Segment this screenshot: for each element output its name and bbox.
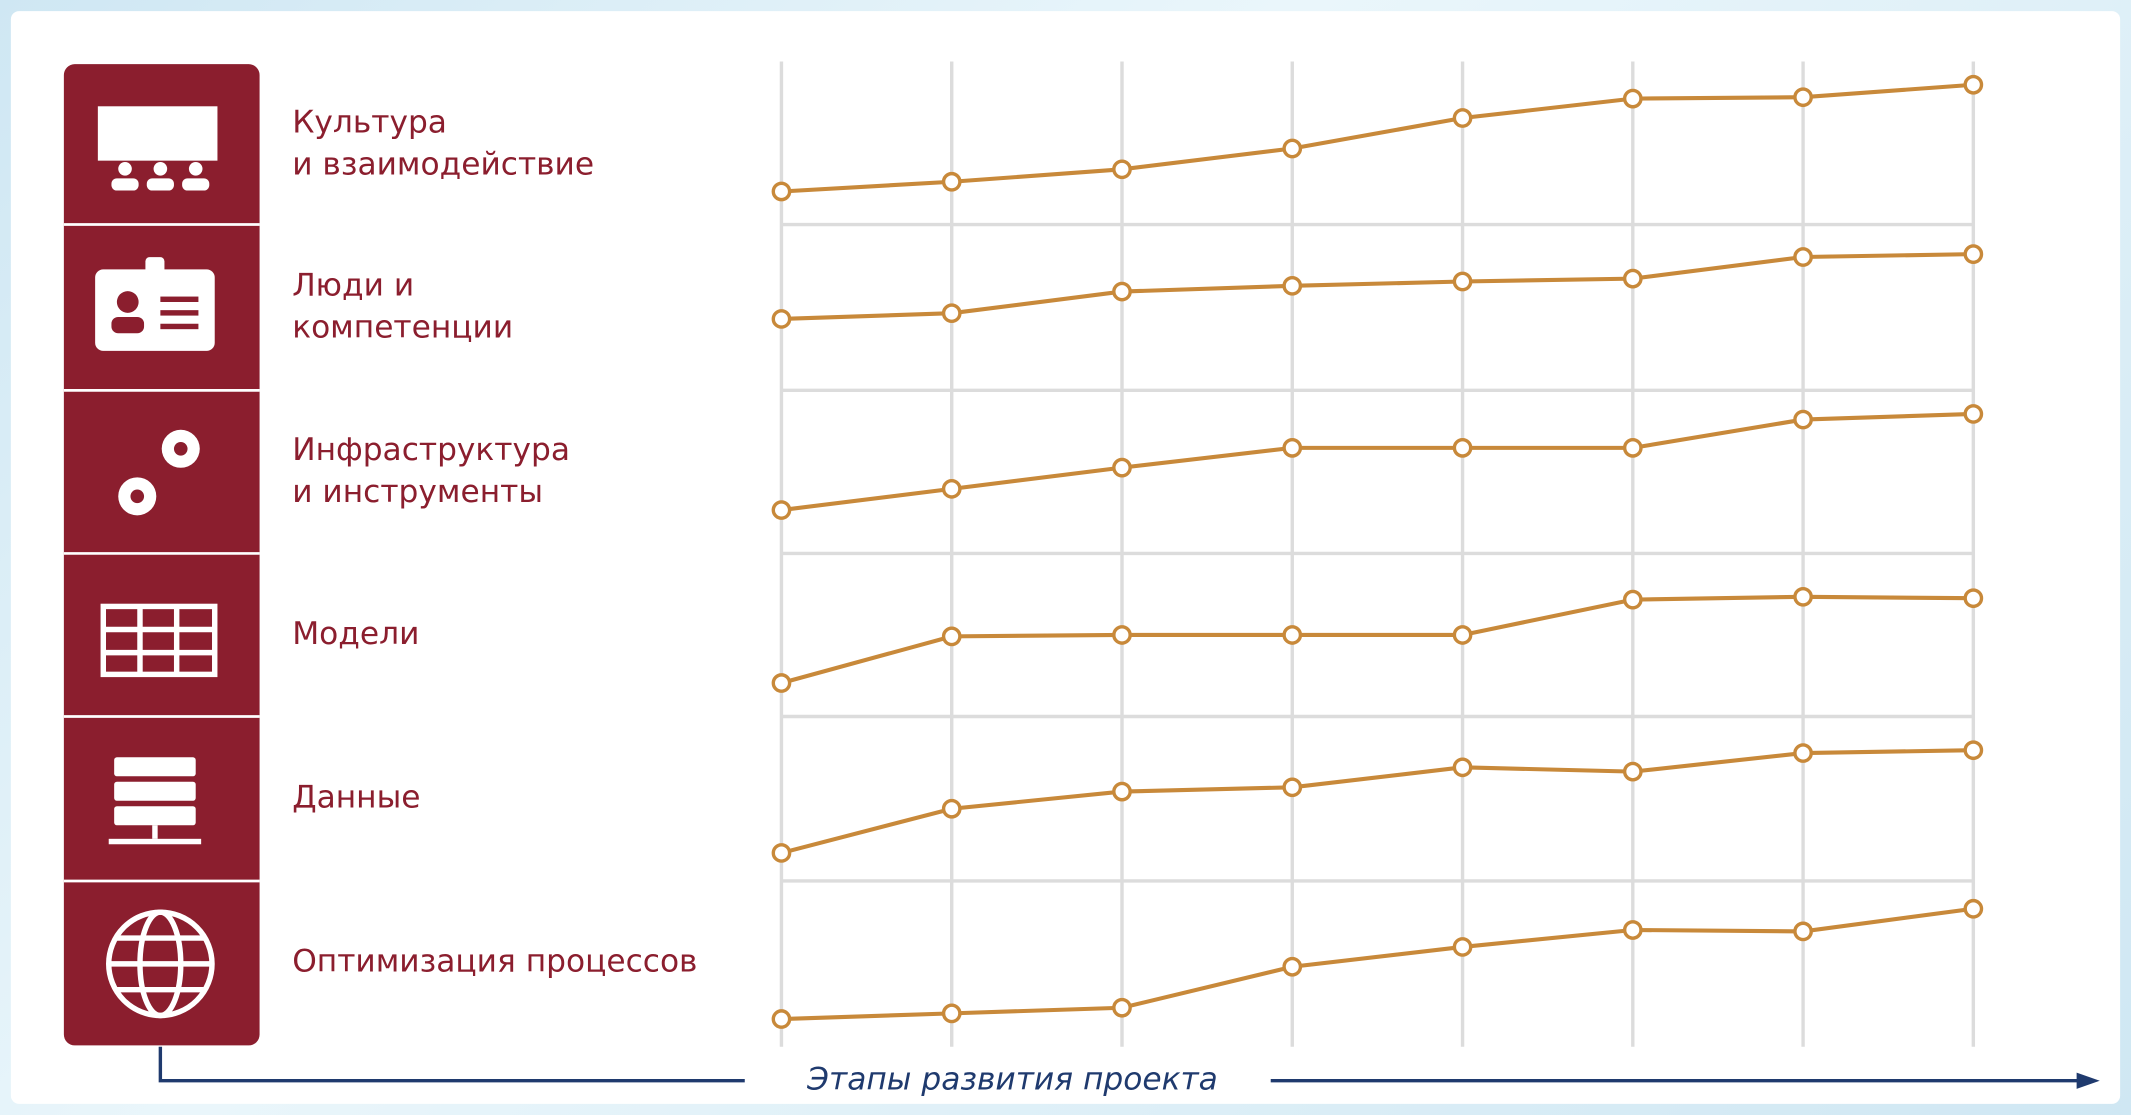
point <box>1112 281 1132 302</box>
point <box>1112 159 1132 180</box>
point <box>1112 781 1132 802</box>
axis-label: Этапы развития проекта <box>806 1062 1218 1098</box>
row-label: компетенции <box>292 309 513 345</box>
point <box>1112 625 1132 645</box>
point <box>1963 740 1984 761</box>
point <box>1793 247 1813 267</box>
point <box>771 500 792 520</box>
point <box>1452 271 1473 292</box>
point <box>1622 589 1643 610</box>
point <box>1622 268 1643 289</box>
series-line <box>781 411 1974 513</box>
series-line <box>781 252 1974 321</box>
row-label: Люди и <box>292 267 414 303</box>
point <box>1622 761 1643 782</box>
point <box>1112 997 1132 1018</box>
point <box>941 171 962 192</box>
point <box>771 1009 792 1029</box>
point <box>771 843 792 863</box>
icons <box>95 106 218 1019</box>
point <box>1793 743 1813 763</box>
point <box>1963 74 1984 95</box>
row-label: Инфраструктура <box>292 432 570 468</box>
point <box>1282 138 1303 159</box>
point <box>1793 409 1813 430</box>
icon-separators <box>63 223 260 883</box>
point <box>941 626 962 647</box>
point <box>1793 586 1813 607</box>
point <box>1963 244 1984 264</box>
point <box>941 478 962 499</box>
icon-table <box>100 603 218 678</box>
point <box>1963 404 1984 424</box>
point <box>1282 777 1303 798</box>
point <box>941 303 962 324</box>
series-line <box>780 594 1974 685</box>
row-label: и взаимодействие <box>292 146 594 182</box>
point <box>1622 88 1643 109</box>
point <box>1282 956 1303 977</box>
series-line <box>781 906 1974 1022</box>
series-line <box>781 82 1974 194</box>
axis <box>158 1046 2083 1083</box>
point <box>1282 275 1303 296</box>
point <box>1622 437 1643 458</box>
point <box>1282 437 1303 458</box>
series-line <box>780 748 1974 855</box>
row-label: Данные <box>292 780 420 816</box>
point <box>1452 108 1473 128</box>
point <box>1793 921 1813 942</box>
icon-server <box>114 757 196 777</box>
axis-arrow <box>2076 1072 2100 1089</box>
point <box>1112 457 1132 478</box>
point <box>771 181 792 202</box>
point <box>941 1003 962 1024</box>
point <box>1282 625 1303 645</box>
point <box>771 309 792 329</box>
point <box>1452 437 1473 458</box>
point <box>1963 898 1984 919</box>
point <box>1452 937 1473 957</box>
point <box>1963 588 1984 609</box>
row-label: Оптимизация процессов <box>292 943 697 979</box>
point <box>1452 625 1473 645</box>
icon-globe <box>106 909 215 1019</box>
card <box>10 11 2121 1104</box>
point <box>1622 920 1643 940</box>
row-label: Модели <box>292 616 419 652</box>
point <box>1793 87 1813 108</box>
row-label: и инструменты <box>292 474 543 510</box>
point <box>771 673 792 693</box>
icon-screen <box>97 106 218 161</box>
row-label: Культура <box>292 104 447 140</box>
point <box>1452 757 1473 778</box>
point <box>941 798 962 819</box>
